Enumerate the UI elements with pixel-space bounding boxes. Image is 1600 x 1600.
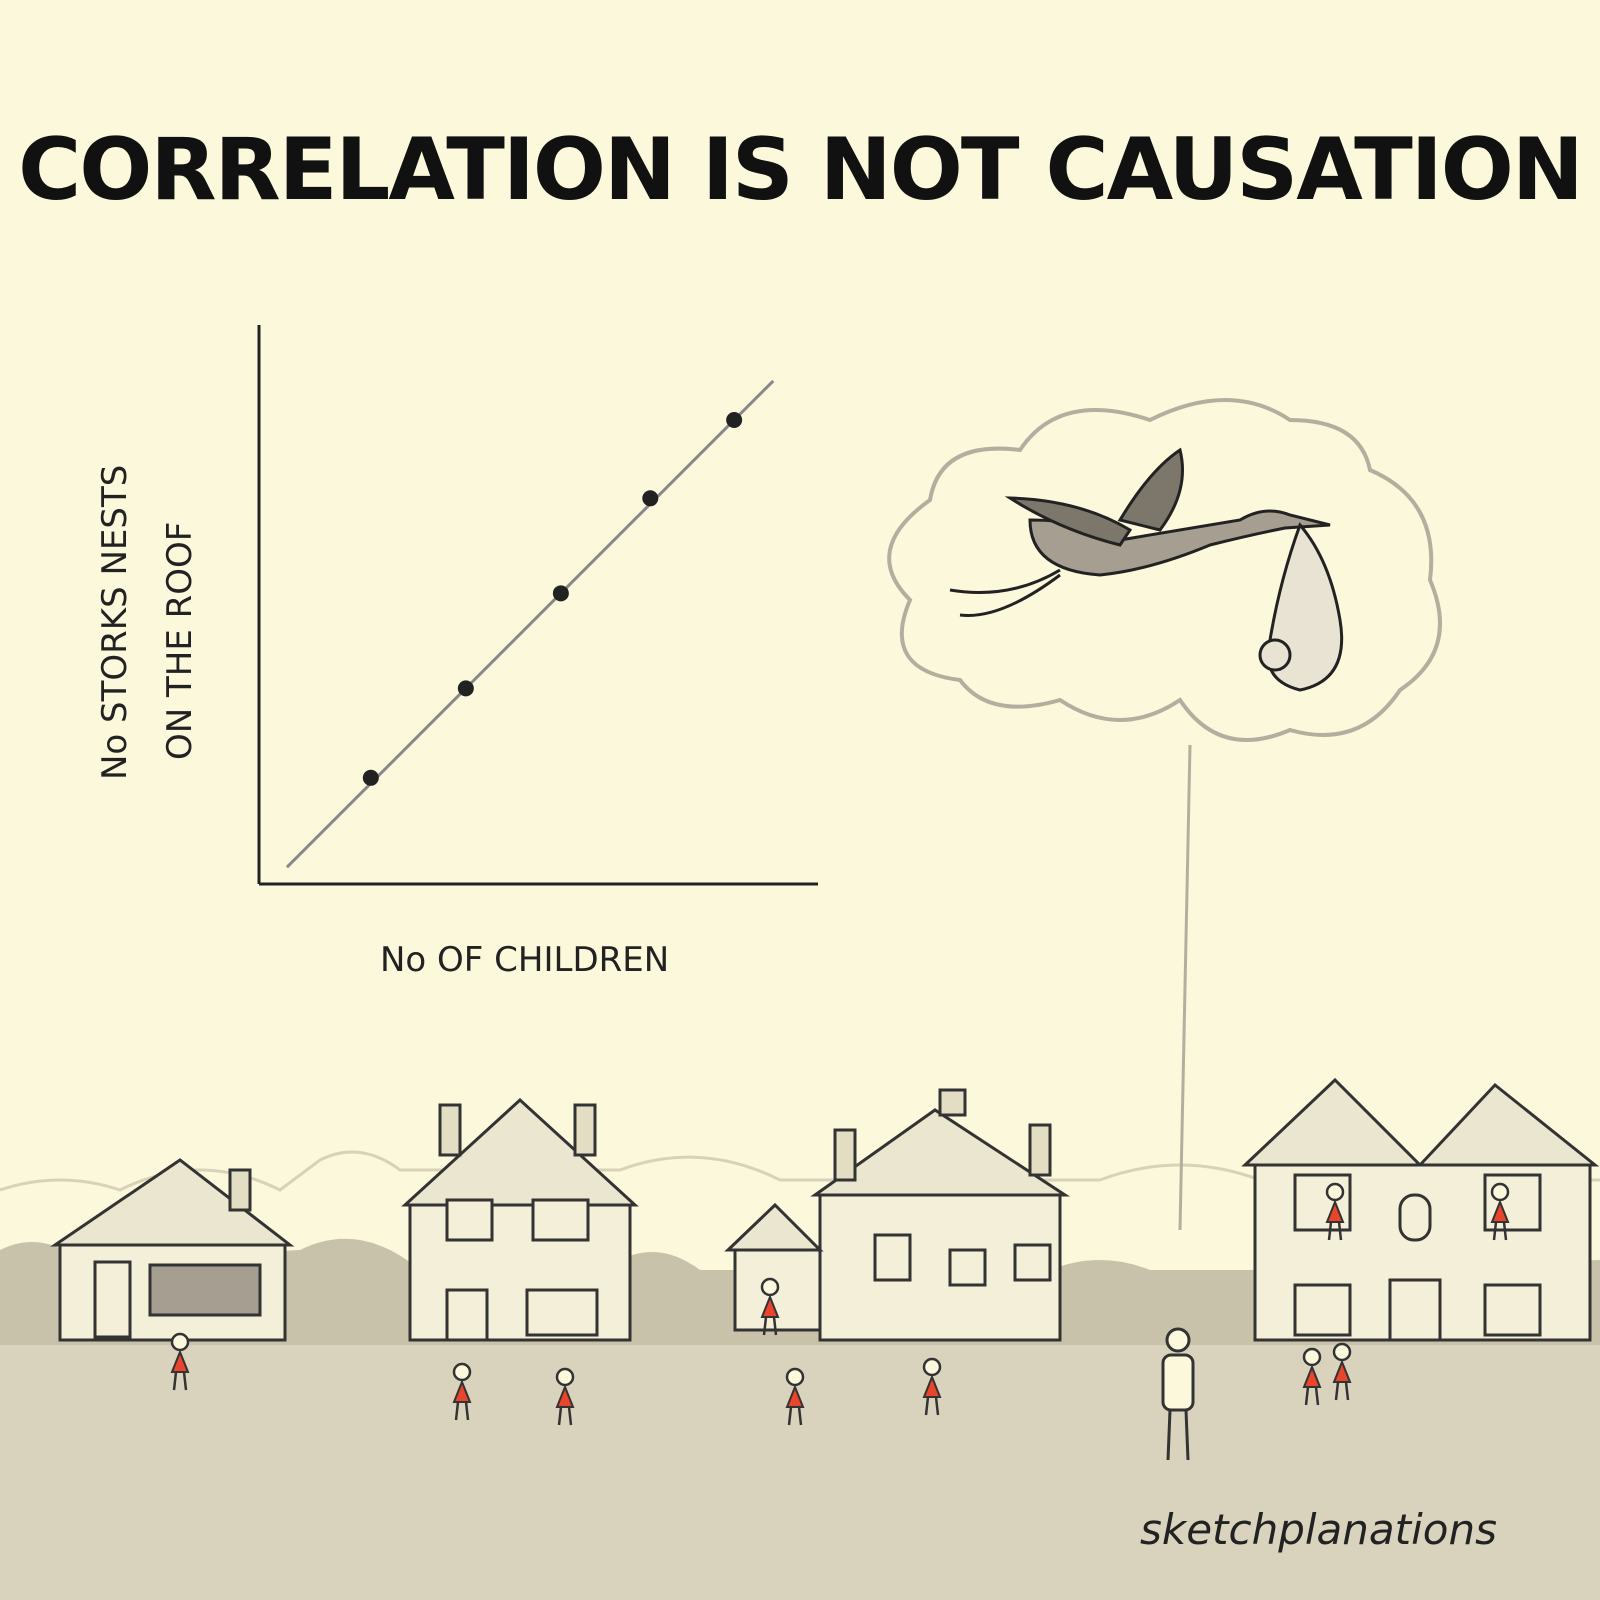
- adult-figure: [1161, 1327, 1195, 1461]
- house-double-gable: [1241, 1077, 1600, 1342]
- x-axis-label: No OF CHILDREN: [380, 940, 670, 980]
- child: [555, 1367, 575, 1426]
- data-point: [726, 412, 743, 429]
- background-clouds: [0, 1150, 1600, 1192]
- y-axis-label-line-2: ON THE ROOF: [160, 521, 200, 760]
- house-two-storey: [401, 1097, 639, 1342]
- houses: [50, 1077, 1600, 1342]
- page-title: CORRELATION IS NOT CAUSATION: [18, 120, 1584, 220]
- child: [170, 1332, 190, 1391]
- house-bungalow: [50, 1158, 295, 1342]
- child: [452, 1362, 472, 1421]
- child: [1332, 1342, 1352, 1401]
- y-axis-label: No STORKS NESTS ON THE ROOF: [95, 420, 205, 780]
- data-point: [642, 490, 659, 507]
- trend-line: [285, 379, 775, 869]
- child: [1325, 1182, 1345, 1241]
- signature: sketchplanations: [1140, 1505, 1497, 1554]
- data-point: [457, 680, 474, 697]
- children: [170, 1182, 1510, 1426]
- child: [785, 1367, 805, 1426]
- child: [922, 1357, 942, 1416]
- thought-bubble: [887, 398, 1442, 1231]
- child: [1490, 1182, 1510, 1241]
- child: [760, 1277, 780, 1336]
- data-point: [362, 769, 379, 786]
- child: [1302, 1347, 1322, 1406]
- data-point: [552, 585, 569, 602]
- house-large: [724, 1088, 1071, 1342]
- scatter-chart: [257, 325, 818, 886]
- stork-with-baby: [949, 447, 1344, 692]
- y-axis-label-line-1: No STORKS NESTS: [95, 464, 135, 780]
